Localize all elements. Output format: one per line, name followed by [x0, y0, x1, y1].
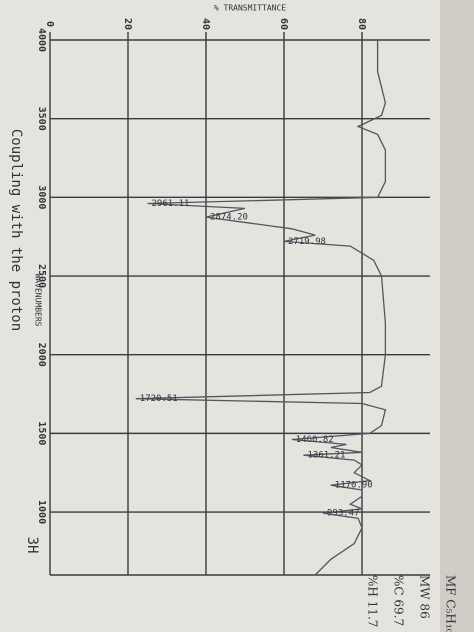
formula-info: %C 69.7 [392, 575, 406, 626]
x-tick-label: 2500 [36, 264, 47, 288]
x-tick-label: 1500 [36, 421, 47, 445]
x-tick-label: 3000 [36, 185, 47, 209]
x-axis-label: WAVENUMBERS [34, 274, 43, 327]
peak-label: 2874.20 [210, 213, 248, 223]
annotation: Coupling with the proton [8, 129, 24, 331]
peak-label: 2961.11 [152, 199, 190, 209]
y-tick-label: 0 [44, 21, 55, 27]
y-tick-label: 60 [278, 18, 289, 30]
y-tick-label: 20 [122, 18, 133, 30]
axis-title: % TRANSMITTANCE [214, 4, 286, 13]
formula-info: MW 86 [418, 575, 432, 619]
y-tick-label: 40 [200, 18, 211, 30]
formula-info: %H 11.7 [366, 575, 380, 627]
x-tick-label: 4000 [36, 28, 47, 52]
peak-label: 1361.21 [308, 451, 346, 461]
annotation: 3H [24, 537, 40, 554]
peak-label: 1720.51 [140, 394, 178, 404]
peak-label: 1460.82 [296, 435, 334, 445]
peak-label: 993.47 [327, 509, 360, 519]
y-tick-label: 80 [356, 18, 367, 30]
x-tick-label: 2000 [36, 343, 47, 367]
x-tick-label: 3500 [36, 107, 47, 131]
spectrum-line [135, 40, 387, 576]
paper-edge [440, 0, 474, 632]
formula-info: MF C₅H₁₀ [444, 575, 458, 632]
peak-label: 1170.90 [335, 481, 373, 491]
x-tick-label: 1000 [36, 500, 47, 524]
peak-label: 2719.98 [288, 237, 326, 247]
